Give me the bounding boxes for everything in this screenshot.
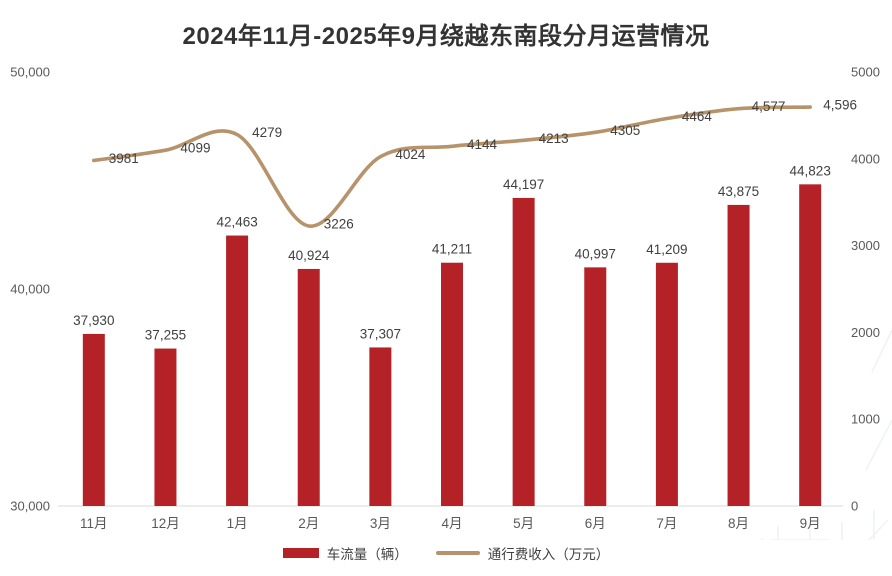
- bar-series-swatch-icon: [282, 548, 319, 558]
- x-axis-label-4月: 4月: [441, 516, 462, 531]
- x-axis-label-12月: 12月: [151, 516, 180, 531]
- left-axis-tick-30,000: 30,000: [10, 499, 50, 514]
- bar-label-3月: 37,307: [360, 326, 401, 341]
- x-axis-label-7月: 7月: [656, 516, 677, 531]
- bar-label-12月: 37,255: [145, 328, 186, 343]
- line-label-9月: 4,596: [823, 98, 857, 113]
- line-label-2月: 3226: [324, 216, 354, 231]
- legend-item-traffic: 车流量（辆）: [282, 543, 408, 563]
- bar-7月: [655, 262, 678, 506]
- line-series-swatch-icon: [435, 551, 480, 555]
- line-label-5月: 4213: [539, 131, 569, 146]
- left-axis-tick-40,000: 40,000: [10, 282, 50, 297]
- bar-label-1月: 42,463: [216, 215, 257, 230]
- bar-3月: [369, 347, 392, 506]
- bar-label-6月: 40,997: [575, 246, 616, 261]
- bar-12月: [154, 348, 177, 506]
- chart-canvas: 50,000 40,000 30,000 5000 4000 3000 2000 1000 0 1…: [10, 65, 892, 576]
- toll-revenue-line: [92, 105, 812, 228]
- legend-label-toll: 通行费收入（万元）: [487, 547, 610, 562]
- bar-6月: [584, 267, 607, 506]
- right-axis-tick-4000: 4000: [851, 151, 880, 166]
- background-watermark-icon: [761, 329, 892, 576]
- bar-9月: [799, 184, 822, 507]
- line-label-11月: 3981: [109, 151, 139, 166]
- right-axis-tick-3000: 3000: [851, 238, 880, 253]
- bar-4月: [441, 262, 463, 506]
- bar-11月: [82, 333, 105, 506]
- bar-label-5月: 44,197: [503, 177, 544, 192]
- right-axis-tick-0: 0: [851, 499, 858, 514]
- chart-title: 2024年11月-2025年9月绕越东南段分月运营情况: [182, 23, 710, 50]
- bar-label-2月: 40,924: [288, 248, 330, 263]
- left-axis-tick-50,000: 50,000: [10, 65, 50, 80]
- line-label-1月: 4279: [252, 125, 282, 140]
- bar-2月: [297, 268, 320, 506]
- x-axis-label-9月: 9月: [800, 516, 821, 531]
- bar-label-4月: 41,211: [432, 242, 472, 257]
- bar-label-8月: 43,875: [718, 184, 759, 199]
- x-axis-label-2月: 2月: [298, 516, 319, 531]
- right-axis-tick-2000: 2000: [851, 325, 880, 340]
- x-axis-label-8月: 8月: [728, 516, 749, 531]
- x-axis-label-11月: 11月: [80, 516, 108, 531]
- line-label-3月: 4024: [395, 147, 426, 162]
- x-axis-label-3月: 3月: [370, 516, 391, 531]
- legend-item-toll: 通行费收入（万元）: [435, 543, 610, 563]
- bar-8月: [727, 204, 750, 506]
- bar-label-9月: 44,823: [790, 163, 831, 178]
- chart-legend: 车流量（辆） 通行费收入（万元）: [0, 543, 892, 563]
- bar-label-7月: 41,209: [646, 242, 687, 257]
- right-axis-tick-1000: 1000: [851, 412, 880, 427]
- x-axis-label-1月: 1月: [227, 516, 248, 531]
- combo-chart: 50,000 40,000 30,000 5000 4000 3000 2000 1000 0 1…: [10, 65, 892, 576]
- x-axis-label-5月: 5月: [513, 516, 534, 531]
- line-label-12月: 4099: [180, 141, 210, 156]
- line-label-4月: 4144: [467, 137, 498, 152]
- line-label-6月: 4305: [610, 123, 640, 138]
- line-label-7月: 4464: [682, 109, 713, 124]
- right-axis-tick-5000: 5000: [851, 65, 880, 80]
- line-label-8月: 4,577: [752, 99, 786, 114]
- bar-label-11月: 37,930: [73, 313, 114, 328]
- legend-label-traffic: 车流量（辆）: [326, 547, 408, 562]
- x-axis-label-6月: 6月: [585, 516, 606, 531]
- bar-5月: [512, 197, 535, 506]
- bar-1月: [226, 235, 249, 506]
